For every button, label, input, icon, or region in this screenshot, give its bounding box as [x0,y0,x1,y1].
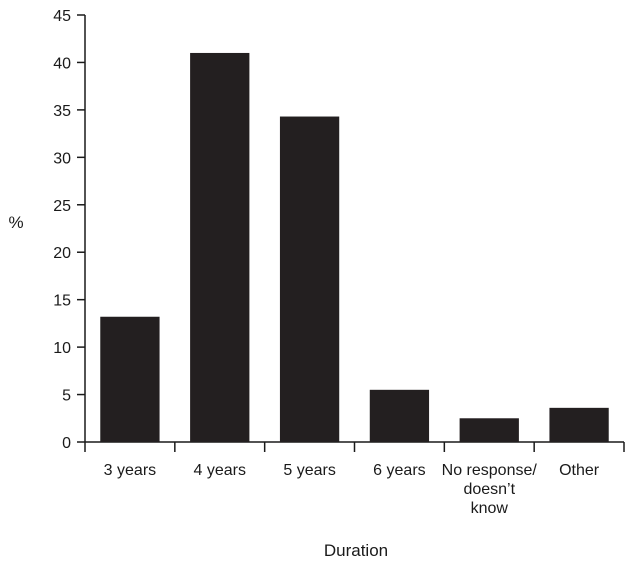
y-tick-label: 15 [53,293,71,310]
category-label-line: doesn’t [463,481,515,498]
category-label: 5 years [283,462,335,479]
x-axis-ticks [84,442,625,452]
y-tick-label: 35 [53,103,71,120]
category-label-line: 3 years [104,462,156,479]
y-tick-label: 5 [62,388,71,405]
bar [190,52,250,442]
y-tick-label: 10 [53,340,71,357]
y-tick-label: 30 [53,150,71,167]
bar [100,316,160,442]
y-tick-label: 40 [53,55,71,72]
y-tick-label: 45 [53,8,71,25]
category-label: 3 years [104,462,156,479]
y-tick-label: 0 [62,435,71,452]
bars [100,52,609,442]
category-label: 6 years [373,462,425,479]
y-tick-label: 20 [53,245,71,262]
y-tick-label: 25 [53,198,71,215]
category-label-line: 6 years [373,462,425,479]
bar [459,418,519,442]
x-axis-title: Duration [324,541,388,560]
y-axis-ticks: 0 5 10 15 20 25 30 35 40 45 [53,8,85,452]
category-label-line: 5 years [283,462,335,479]
category-label: Other [559,462,600,479]
bar [369,389,430,442]
category-label-line: No response/ [442,462,538,479]
y-axis-title: % [8,213,23,232]
category-label-line: Other [559,462,600,479]
category-label: 4 years [194,462,246,479]
category-labels: 3 years 4 years 5 years 6 years No response/… [104,462,600,517]
category-label-line: know [471,500,509,517]
category-label-line: 4 years [194,462,246,479]
bar [549,407,609,442]
category-label: No response/doesn’t know [442,462,538,517]
bar [279,116,340,442]
